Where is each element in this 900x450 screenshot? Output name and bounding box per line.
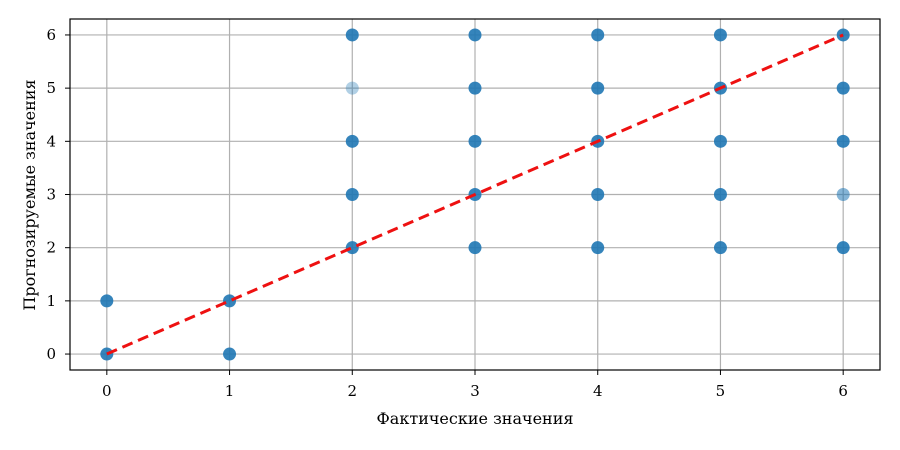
data-point: [345, 81, 359, 95]
data-point: [836, 134, 850, 148]
data-point: [468, 241, 482, 255]
data-point: [345, 241, 359, 255]
y-tick-label: 0: [46, 345, 56, 363]
y-tick-label: 1: [46, 292, 56, 310]
data-point: [591, 188, 605, 201]
x-tick-label: 4: [593, 382, 603, 400]
data-point: [345, 134, 359, 148]
x-axis-label: Фактические значения: [377, 409, 574, 428]
data-point: [223, 347, 237, 361]
data-point: [345, 188, 359, 201]
data-point: [591, 81, 605, 95]
y-axis-label: Прогнозируемые значения: [20, 79, 39, 310]
x-tick-label: 3: [470, 382, 480, 400]
data-point: [591, 28, 605, 42]
data-point: [223, 294, 237, 308]
data-point: [836, 241, 850, 255]
x-tick-label: 2: [347, 382, 357, 400]
data-point: [713, 134, 727, 148]
data-point: [836, 81, 850, 95]
data-points: [100, 28, 850, 361]
data-point: [468, 81, 482, 95]
data-point: [713, 188, 727, 201]
data-point: [591, 241, 605, 255]
x-tick-label: 0: [102, 382, 112, 400]
data-point: [100, 294, 114, 308]
data-point: [713, 28, 727, 42]
data-point: [468, 28, 482, 42]
y-tick-label: 3: [46, 186, 56, 204]
data-point: [836, 28, 850, 42]
y-tick-label: 5: [46, 79, 56, 97]
x-tick-label: 5: [716, 382, 726, 400]
y-tick-label: 6: [46, 26, 56, 44]
x-tick-label: 6: [838, 382, 848, 400]
reference-line: [106, 33, 844, 356]
data-point: [713, 241, 727, 255]
data-point: [345, 28, 359, 42]
x-tick-label: 1: [225, 382, 235, 400]
y-tick-label: 4: [46, 132, 56, 150]
y-tick-label: 2: [46, 239, 56, 257]
reference-line-group: [106, 33, 844, 356]
ticks: 0 1 2 3 4 5 6 0 1 2 3 4 5 6: [46, 26, 848, 400]
data-point: [836, 188, 850, 201]
data-point: [468, 134, 482, 148]
